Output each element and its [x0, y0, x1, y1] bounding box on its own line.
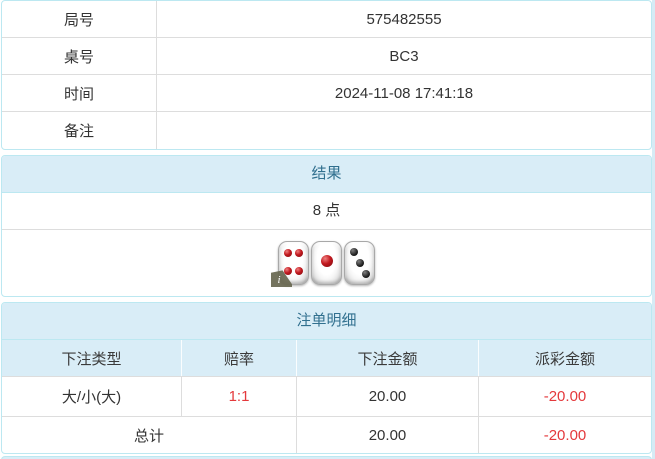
- dice-row: i: [2, 230, 651, 296]
- info-row-round: 局号 575482555: [2, 1, 651, 38]
- table-number-label: 桌号: [2, 38, 157, 74]
- time-value: 2024-11-08 17:41:18: [334, 84, 474, 102]
- odds-cell: 1:1: [182, 377, 297, 416]
- time-label: 时间: [2, 75, 157, 111]
- round-info-table: 局号 575482555 桌号 BC3 时间 2024-11-08 17:41:…: [1, 0, 652, 150]
- remark-label: 备注: [2, 112, 157, 149]
- bet-type-cell: 大/小(大): [2, 377, 182, 416]
- bet-amount-cell: 20.00: [297, 377, 479, 416]
- die-pip: [320, 255, 333, 268]
- dice-strip: i: [271, 241, 376, 287]
- header-odds: 赔率: [182, 340, 297, 376]
- info-row-remark: 备注: [2, 112, 651, 149]
- page-background-strip: [652, 0, 655, 459]
- die-pip: [361, 269, 370, 278]
- die-pip: [349, 248, 358, 257]
- round-number-value: 575482555: [366, 10, 442, 28]
- info-row-time: 时间 2024-11-08 17:41:18: [2, 75, 651, 112]
- result-points: 8 点: [2, 193, 651, 230]
- info-row-table: 桌号 BC3: [2, 38, 651, 75]
- bet-table-total-row: 总计 20.00 -20.00: [2, 417, 651, 453]
- result-panel: 结果 8 点 i: [1, 155, 652, 297]
- die-pip: [283, 249, 292, 258]
- header-bet-type: 下注类型: [2, 340, 182, 376]
- bet-table-row: 大/小(大) 1:1 20.00 -20.00: [2, 377, 651, 417]
- die-pip: [355, 259, 364, 267]
- total-bet-amount-cell: 20.00: [297, 417, 479, 453]
- bet-table-header: 下注类型 赔率 下注金额 派彩金额: [2, 340, 651, 377]
- total-payout-amount-cell: -20.00: [543, 426, 587, 444]
- die-pip: [295, 249, 303, 258]
- remark-value: [157, 112, 651, 149]
- bet-panel-title: 注单明细: [2, 303, 651, 340]
- die-pip: [295, 266, 303, 275]
- bet-detail-panel: 注单明细 下注类型 赔率 下注金额 派彩金额 大/小(大) 1:1 20.00 …: [1, 302, 652, 454]
- result-panel-title: 结果: [2, 156, 651, 193]
- round-number-label: 局号: [2, 1, 157, 37]
- die-one-red: [311, 241, 342, 285]
- table-number-value: BC3: [389, 47, 419, 65]
- total-label-cell: 总计: [2, 417, 297, 453]
- die-pip: [283, 266, 292, 275]
- payout-amount-cell: -20.00: [543, 388, 587, 405]
- die-three-black: [344, 241, 375, 285]
- header-payout-amount: 派彩金额: [534, 350, 595, 368]
- header-bet-amount: 下注金额: [297, 340, 479, 376]
- next-panel-edge: [1, 456, 652, 459]
